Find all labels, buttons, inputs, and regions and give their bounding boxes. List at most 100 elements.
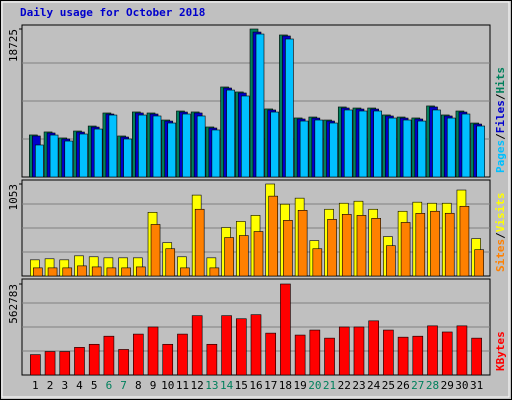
bar xyxy=(356,215,367,277)
legend: Pages/Files/Hits xyxy=(494,67,507,173)
bar xyxy=(329,122,338,178)
bar xyxy=(240,95,250,178)
x-tick-label: 6 xyxy=(106,379,113,392)
x-tick-label: 22 xyxy=(338,379,351,392)
bar xyxy=(93,128,103,178)
bar xyxy=(180,267,190,277)
bar xyxy=(432,109,441,178)
bar xyxy=(255,33,265,178)
bar xyxy=(209,267,220,277)
legend-entry: Hits xyxy=(494,67,507,94)
bar xyxy=(150,224,161,277)
bar xyxy=(35,144,44,178)
bar xyxy=(309,329,321,376)
bar xyxy=(474,249,484,277)
legend-entry: Sites xyxy=(494,239,507,272)
bar xyxy=(167,122,177,178)
bar xyxy=(461,113,471,178)
bevel xyxy=(1,1,510,398)
bar xyxy=(456,325,468,376)
legend-entry: Visits xyxy=(494,193,507,233)
bar xyxy=(299,120,309,178)
bar xyxy=(121,267,131,277)
bar xyxy=(30,354,41,376)
bar xyxy=(108,114,118,178)
x-tick-label: 29 xyxy=(441,379,454,392)
bar xyxy=(446,117,456,178)
legend-entry: Files xyxy=(494,100,507,133)
bar xyxy=(412,335,424,376)
bar xyxy=(77,265,87,277)
bar xyxy=(280,283,291,376)
bar xyxy=(441,331,453,376)
x-tick-label: 18 xyxy=(279,379,292,392)
bar xyxy=(397,336,409,376)
bar xyxy=(64,140,74,178)
bar xyxy=(459,205,470,277)
bar xyxy=(297,209,308,277)
y-tick-label: 562783 xyxy=(7,284,20,324)
bar xyxy=(400,222,411,277)
x-tick-label: 7 xyxy=(120,379,127,392)
bar xyxy=(106,267,117,277)
legend: KBytes xyxy=(494,331,507,371)
bar xyxy=(314,119,324,178)
bar xyxy=(33,267,43,277)
bar xyxy=(74,347,85,376)
bar xyxy=(371,218,381,277)
bar xyxy=(206,343,218,376)
bar xyxy=(270,111,280,178)
bar xyxy=(196,115,206,178)
bar xyxy=(224,237,234,277)
bar xyxy=(250,314,262,376)
legend-separator: / xyxy=(494,232,507,239)
x-tick-label: 20 xyxy=(308,379,321,392)
legend-separator: / xyxy=(494,133,507,140)
bar xyxy=(343,109,353,178)
bar xyxy=(353,326,365,376)
bar xyxy=(312,248,323,277)
bar xyxy=(211,129,221,178)
bar xyxy=(368,320,379,376)
x-tick-label: 12 xyxy=(191,379,204,392)
bar xyxy=(88,343,100,376)
bar xyxy=(238,235,249,277)
bar xyxy=(177,333,188,376)
x-tick-label: 28 xyxy=(426,379,439,392)
legend-entry: Pages xyxy=(494,140,507,173)
x-tick-label: 13 xyxy=(205,379,218,392)
bar xyxy=(226,89,235,178)
legend-entry: KBytes xyxy=(494,331,507,371)
bar xyxy=(47,267,58,277)
bar xyxy=(358,110,368,178)
bar xyxy=(388,117,397,178)
x-tick-label: 5 xyxy=(91,379,98,392)
bar xyxy=(430,210,440,277)
x-tick-label: 26 xyxy=(396,379,409,392)
bar xyxy=(373,110,382,178)
bar xyxy=(476,125,485,178)
bar xyxy=(138,114,147,178)
bar xyxy=(152,115,162,178)
bar xyxy=(44,351,56,376)
bar xyxy=(444,212,455,277)
legend: Sites/Visits xyxy=(494,193,507,273)
x-tick-label: 19 xyxy=(294,379,307,392)
x-tick-label: 30 xyxy=(455,379,468,392)
x-tick-label: 2 xyxy=(47,379,54,392)
bar xyxy=(324,337,335,376)
bar xyxy=(123,138,132,178)
x-tick-label: 31 xyxy=(470,379,483,392)
bar xyxy=(283,220,293,277)
bar xyxy=(268,195,279,277)
bar xyxy=(191,315,203,376)
bar xyxy=(383,329,394,376)
bar xyxy=(165,248,176,277)
legend-separator: / xyxy=(494,93,507,100)
x-tick-label: 15 xyxy=(235,379,248,392)
bar xyxy=(402,119,412,178)
bar xyxy=(59,351,71,376)
bar xyxy=(417,120,427,178)
x-tick-label: 17 xyxy=(264,379,277,392)
